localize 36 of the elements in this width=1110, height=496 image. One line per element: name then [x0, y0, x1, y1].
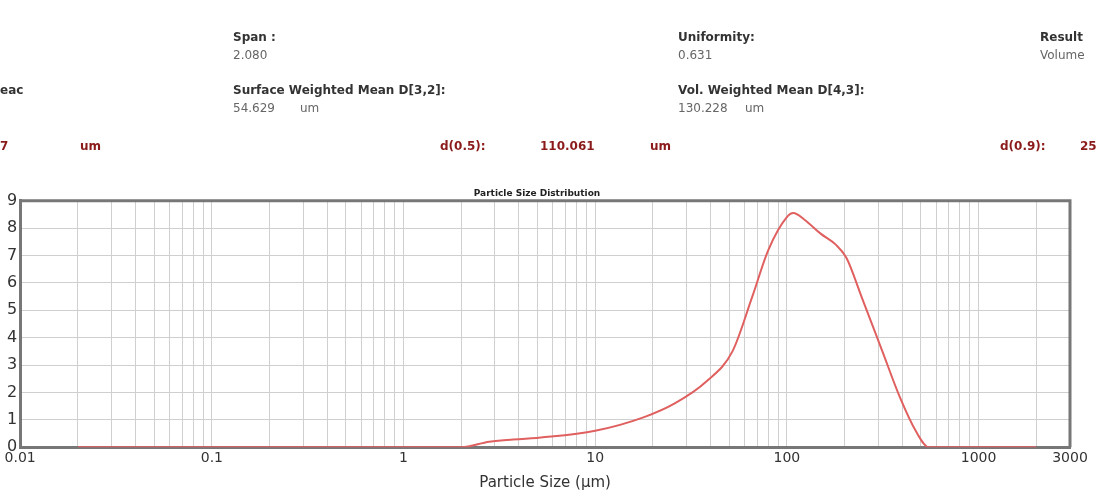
text: Vol. Weighted Mean D[4,3]:	[678, 83, 865, 97]
x-tick-label: 100	[773, 449, 801, 466]
text: 2.080	[233, 48, 268, 62]
text: Result	[1040, 30, 1083, 44]
text: 130.228	[678, 101, 728, 115]
text: um	[745, 101, 765, 115]
x-tick-label: 1000	[960, 449, 997, 466]
text: d(0.5):	[440, 139, 486, 153]
y-tick-label: 8	[6, 217, 18, 237]
x-tick-label: 1	[399, 449, 408, 466]
text: d(0.9):	[1000, 139, 1046, 153]
y-tick-label: 7	[6, 244, 18, 264]
x-tick-label: 3000	[1052, 449, 1088, 466]
text: um	[300, 101, 320, 115]
text: eac	[0, 83, 24, 97]
text: 25	[1080, 139, 1097, 153]
y-tick-label: 9	[6, 189, 18, 209]
x-axis-title: Particle Size (μm)	[479, 472, 611, 491]
text: 54.629	[233, 101, 275, 115]
text: um	[80, 139, 102, 153]
text: Uniformity:	[678, 30, 755, 44]
text: 0.631	[678, 48, 713, 62]
y-tick-label: 6	[6, 272, 18, 292]
text: um	[650, 139, 672, 153]
y-tick-label: 5	[6, 299, 18, 319]
y-tick-label: 1	[6, 408, 18, 428]
y-tick-label: 2	[6, 381, 18, 401]
y-tick-label: 3	[6, 354, 18, 374]
text: Surface Weighted Mean D[3,2]:	[233, 83, 446, 97]
x-tick-label: 10	[586, 449, 605, 466]
text: Span :	[233, 30, 276, 44]
y-tick-label: 4	[6, 326, 18, 346]
text: 110.061	[540, 139, 595, 153]
text: Volume	[1040, 48, 1085, 62]
x-tick-label: 0.1	[200, 449, 223, 466]
chart-title: Particle Size Distribution	[473, 187, 601, 198]
